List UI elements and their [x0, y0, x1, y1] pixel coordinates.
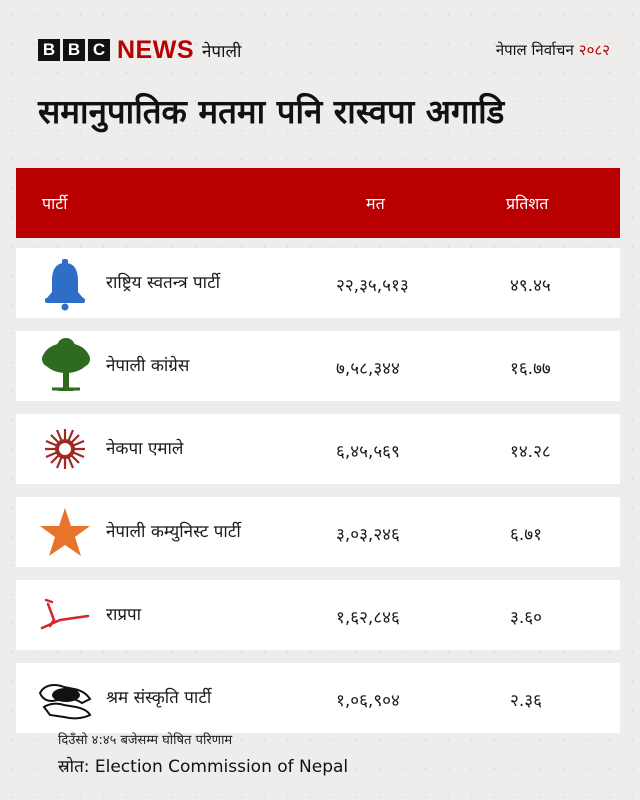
table-row: नेपाली कांग्रेस ७,५८,३४४ १६.७७ — [16, 331, 620, 401]
results-table: पार्टी मत प्रतिशत राष्ट्रिय स्वतन्त्र पा… — [16, 168, 620, 733]
plough-icon — [30, 580, 100, 650]
hands-icon — [30, 663, 100, 733]
vote-percent: १६.७७ — [510, 359, 551, 379]
column-header-party: पार्टी — [42, 194, 68, 213]
source-note: स्रोत: Election Commission of Nepal — [58, 757, 349, 777]
vote-percent: ६.७१ — [510, 525, 542, 545]
column-header-votes: मत — [366, 194, 385, 213]
table-row: नेपाली कम्युनिस्ट पार्टी ३,०३,२४६ ६.७१ — [16, 497, 620, 567]
table-header: पार्टी मत प्रतिशत — [16, 168, 620, 238]
bbc-logo: B B C — [38, 39, 110, 61]
vote-percent: १४.२८ — [510, 442, 551, 462]
tree-icon — [30, 331, 100, 401]
vote-count: ७,५८,३४४ — [336, 359, 400, 379]
election-year: २०८२ — [578, 41, 610, 59]
vote-count: २२,३५,५१३ — [336, 276, 409, 296]
bell-icon — [30, 248, 100, 318]
column-header-percent: प्रतिशत — [506, 194, 549, 213]
table-row: नेकपा एमाले ६,४५,५६९ १४.२८ — [16, 414, 620, 484]
vote-percent: ४९.४५ — [510, 276, 551, 296]
news-wordmark: NEWS — [117, 35, 194, 64]
vote-count: ६,४५,५६९ — [336, 442, 400, 462]
party-name: श्रम संस्कृति पार्टी — [106, 688, 212, 708]
party-name: नेपाली कांग्रेस — [106, 356, 190, 376]
results-time-note: दिउँसो ४:४५ बजेसम्म घोषित परिणाम — [58, 733, 233, 748]
table-row: राप्रपा १,६२,८४६ ३.६० — [16, 580, 620, 650]
vote-count: १,६२,८४६ — [336, 608, 400, 628]
vote-percent: २.३६ — [510, 691, 542, 711]
table-row: राष्ट्रिय स्वतन्त्र पार्टी २२,३५,५१३ ४९.… — [16, 248, 620, 318]
table-row: श्रम संस्कृति पार्टी १,०६,९०४ २.३६ — [16, 663, 620, 733]
sun-icon — [30, 414, 100, 484]
footer: दिउँसो ४:४५ बजेसम्म घोषित परिणाम स्रोत: … — [58, 730, 348, 777]
election-tag: नेपाल निर्वाचन २०८२ — [496, 40, 610, 60]
page-header: B B C NEWS नेपाली नेपाल निर्वाचन २०८२ — [38, 36, 610, 64]
service-name: नेपाली — [202, 41, 242, 62]
bbc-logo-letter: B — [38, 39, 60, 61]
election-label: नेपाल निर्वाचन — [495, 41, 574, 59]
vote-percent: ३.६० — [510, 608, 542, 628]
bbc-logo-letter: C — [88, 39, 110, 61]
vote-count: ३,०३,२४६ — [336, 525, 400, 545]
party-name: राष्ट्रिय स्वतन्त्र पार्टी — [106, 273, 221, 293]
bbc-logo-letter: B — [63, 39, 85, 61]
party-name: नेकपा एमाले — [106, 439, 184, 459]
page-title: समानुपातिक मतमा पनि रास्वपा अगाडि — [38, 92, 505, 131]
party-name: राप्रपा — [106, 605, 142, 625]
star-icon — [30, 497, 100, 567]
party-name: नेपाली कम्युनिस्ट पार्टी — [106, 522, 241, 542]
vote-count: १,०६,९०४ — [336, 691, 400, 711]
